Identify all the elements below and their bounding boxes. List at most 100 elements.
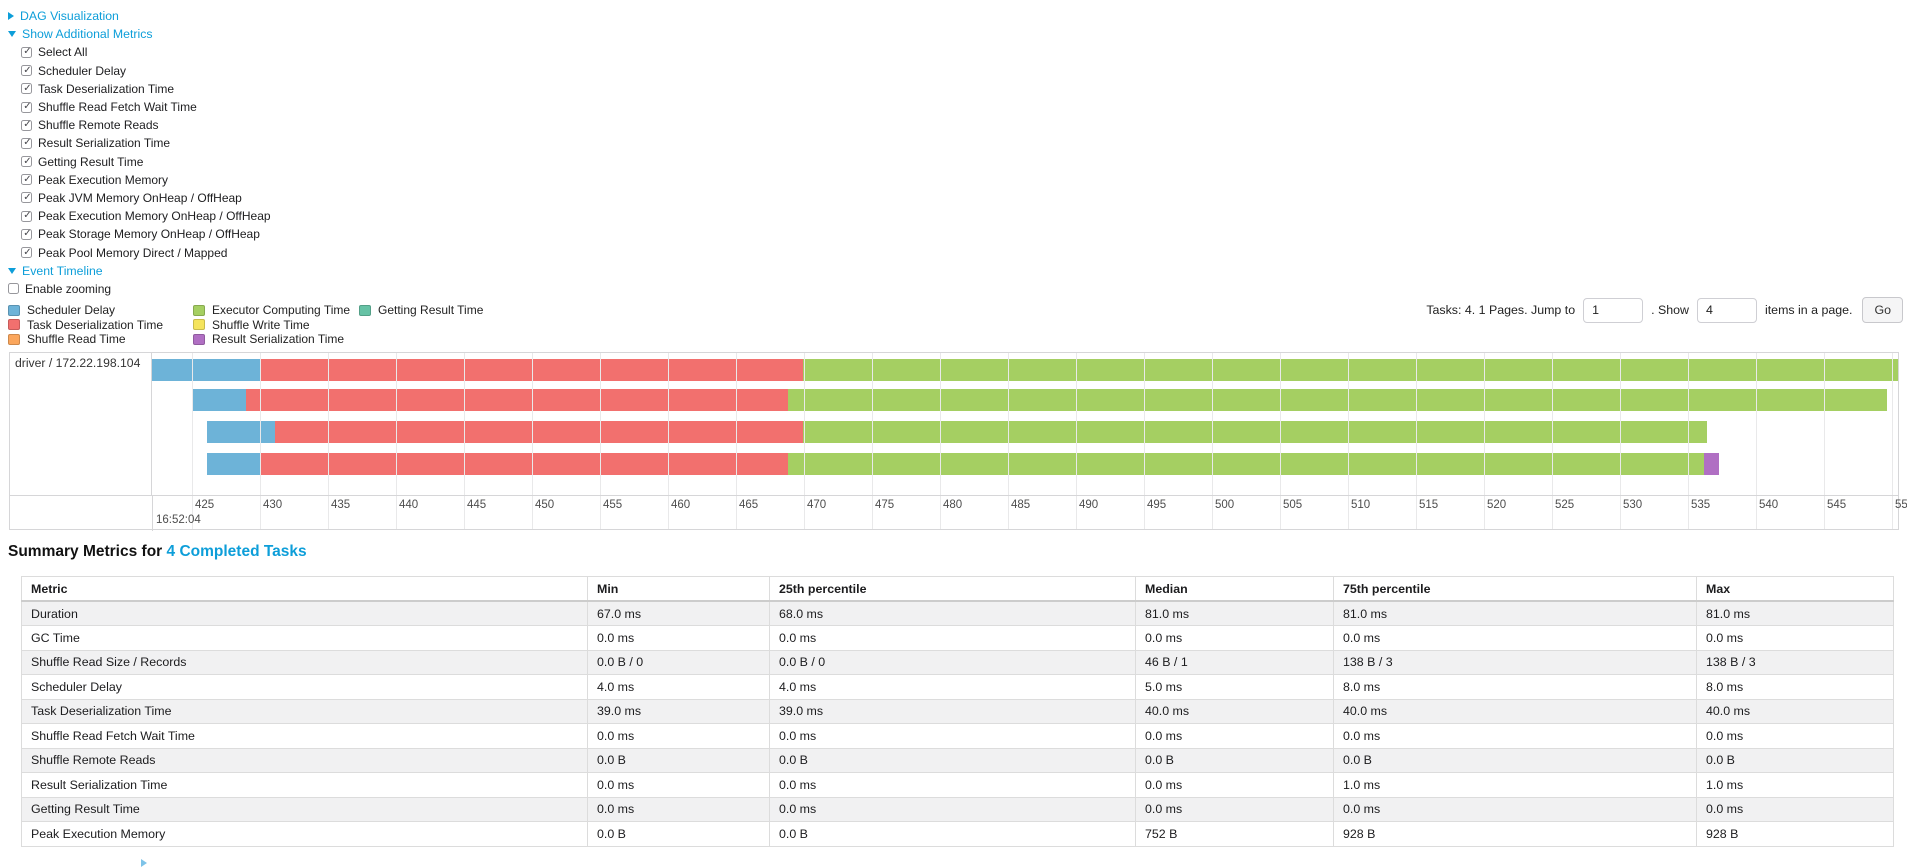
expanded-arrow-icon	[8, 31, 16, 38]
getting_result-swatch-icon	[359, 304, 371, 316]
gridline	[260, 353, 261, 529]
gridline	[668, 353, 669, 529]
show-text: . Show	[1651, 303, 1689, 317]
checkbox-peak-pool-memory-direct-mapped[interactable]	[21, 247, 33, 259]
metric-option-getting-result-time[interactable]: Getting Result Time	[8, 153, 271, 171]
column-header-25th-percentile: 25th percentile	[769, 576, 1136, 602]
executor-label-column: driver / 172.22.198.104	[10, 353, 152, 495]
axis-major-time-label: 16:52:04	[156, 514, 201, 526]
summary-metrics-table: Metric Min 25th percentile Median 75th perce…	[21, 576, 1894, 847]
metric-option-select-all[interactable]: Select All	[8, 43, 271, 61]
metric-option-peak-pool-memory-direct-mapped[interactable]: Peak Pool Memory Direct / Mapped	[8, 243, 271, 261]
metric-value-cell: 0.0 ms	[1135, 772, 1334, 798]
items-per-page-input[interactable]	[1696, 297, 1757, 323]
axis-tick-label: 540	[1759, 499, 1779, 511]
show-additional-metrics-toggle[interactable]: Show Additional Metrics	[8, 25, 271, 43]
gridline	[1416, 353, 1417, 529]
checkbox-getting-result-time[interactable]	[21, 156, 33, 168]
axis-tick-label: 520	[1487, 499, 1507, 511]
metric-value-cell: 81.0 ms	[1696, 600, 1894, 626]
metric-option-peak-jvm-memory-onheap-offheap[interactable]: Peak JVM Memory OnHeap / OffHeap	[8, 189, 271, 207]
checkbox-scheduler-delay[interactable]	[21, 65, 33, 77]
enable-zooming-checkbox[interactable]	[8, 283, 19, 295]
checkbox-peak-storage-memory-onheap-offheap[interactable]	[21, 228, 33, 240]
go-button[interactable]: Go	[1862, 297, 1903, 323]
legend-column: Scheduler Delay Task Deserialization Time…	[8, 303, 163, 347]
metric-option-shuffle-read-fetch-wait-time[interactable]: Shuffle Read Fetch Wait Time	[8, 98, 271, 116]
event-timeline-toggle[interactable]: Event Timeline	[8, 262, 271, 280]
task-4-executor_computing-segment	[787, 453, 1705, 475]
metric-option-peak-execution-memory[interactable]: Peak Execution Memory	[8, 171, 271, 189]
metric-option-shuffle-remote-reads[interactable]: Shuffle Remote Reads	[8, 116, 271, 134]
axis-tick-label: 495	[1147, 499, 1167, 511]
metric-value-cell: 39.0 ms	[769, 698, 1136, 724]
task-3-scheduler_delay-segment	[207, 421, 275, 443]
checkbox-label: Peak Storage Memory OnHeap / OffHeap	[38, 227, 260, 242]
metric-value-cell: 0.0 ms	[1135, 796, 1334, 822]
clipped-disclosure-arrow-icon	[141, 859, 147, 867]
axis-tick-label: 525	[1555, 499, 1575, 511]
gridline	[940, 353, 941, 529]
metric-value-cell: 39.0 ms	[587, 698, 770, 724]
metric-value-cell: 4.0 ms	[587, 674, 770, 700]
checkbox-peak-jvm-memory-onheap-offheap[interactable]	[21, 192, 33, 204]
gridline	[1688, 353, 1689, 529]
metric-name-cell: Scheduler Delay	[21, 674, 588, 700]
metric-option-result-serialization-time[interactable]: Result Serialization Time	[8, 134, 271, 152]
task-4-task_deserialization-segment	[261, 453, 788, 475]
axis-tick-label: 425	[195, 499, 215, 511]
legend-column: Getting Result Time	[359, 303, 483, 318]
table-row-task-deserialization-time: Task Deserialization Time 39.0 ms 39.0 ms 4…	[21, 698, 1894, 724]
metric-value-cell: 0.0 ms	[1696, 796, 1894, 822]
metric-option-peak-storage-memory-onheap-offheap[interactable]: Peak Storage Memory OnHeap / OffHeap	[8, 225, 271, 243]
checkbox-shuffle-remote-reads[interactable]	[21, 119, 33, 131]
metric-option-peak-execution-memory-onheap-offheap[interactable]: Peak Execution Memory OnHeap / OffHeap	[8, 207, 271, 225]
show-additional-metrics-link[interactable]: Show Additional Metrics	[22, 27, 153, 42]
metric-value-cell: 0.0 ms	[1135, 723, 1334, 749]
dag-visualization-toggle[interactable]: DAG Visualization	[8, 7, 271, 25]
column-header-max: Max	[1696, 576, 1894, 602]
checkbox-peak-execution-memory[interactable]	[21, 174, 33, 186]
metric-name-cell: Shuffle Remote Reads	[21, 747, 588, 773]
legend-item-executor-computing-time: Executor Computing Time	[193, 303, 350, 318]
checkbox-label: Getting Result Time	[38, 154, 144, 169]
gridline	[804, 353, 805, 529]
completed-tasks-link[interactable]: 4 Completed Tasks	[166, 543, 307, 560]
checkbox-shuffle-read-fetch-wait-time[interactable]	[21, 101, 33, 113]
gridline	[1280, 353, 1281, 529]
task_deserialization-swatch-icon	[8, 319, 20, 331]
timeline-controls: DAG Visualization Show Additional Metric…	[8, 7, 271, 298]
metric-value-cell: 0.0 ms	[1135, 625, 1334, 651]
dag-visualization-link[interactable]: DAG Visualization	[20, 9, 119, 24]
axis-tick-label: 435	[331, 499, 351, 511]
checkbox-label: Peak Pool Memory Direct / Mapped	[38, 245, 228, 260]
checkbox-label: Result Serialization Time	[38, 136, 171, 151]
metric-value-cell: 1.0 ms	[1696, 772, 1894, 798]
checkbox-peak-execution-memory-onheap-offheap[interactable]	[21, 210, 33, 222]
axis-tick-label: 545	[1827, 499, 1847, 511]
jump-to-page-input[interactable]	[1583, 297, 1644, 323]
axis-tick-label: 480	[943, 499, 963, 511]
metric-value-cell: 40.0 ms	[1333, 698, 1697, 724]
metric-value-cell: 0.0 B	[1135, 747, 1334, 773]
metric-value-cell: 752 B	[1135, 821, 1334, 847]
shuffle_write-swatch-icon	[193, 319, 205, 331]
metric-value-cell: 0.0 ms	[769, 796, 1136, 822]
column-header-75th-percentile: 75th percentile	[1333, 576, 1697, 602]
gridline	[1212, 353, 1213, 529]
metric-value-cell: 0.0 B	[1333, 747, 1697, 773]
enable-zooming-option[interactable]: Enable zooming	[8, 280, 271, 298]
checkbox-label: Task Deserialization Time	[38, 81, 175, 96]
checkbox-task-deserialization-time[interactable]	[21, 83, 33, 95]
result_serialization-swatch-icon	[193, 333, 205, 345]
checkbox-result-serialization-time[interactable]	[21, 137, 33, 149]
legend-label: Getting Result Time	[378, 303, 484, 318]
checkbox-select-all[interactable]	[21, 46, 33, 58]
metric-option-task-deserialization-time[interactable]: Task Deserialization Time	[8, 80, 271, 98]
legend-column: Executor Computing Time Shuffle Write Tim…	[193, 303, 350, 347]
checkbox-label: Shuffle Remote Reads	[38, 118, 159, 133]
task-3-task_deserialization-segment	[275, 421, 803, 443]
metric-option-scheduler-delay[interactable]: Scheduler Delay	[8, 62, 271, 80]
metric-value-cell: 4.0 ms	[769, 674, 1136, 700]
event-timeline-link[interactable]: Event Timeline	[22, 263, 103, 278]
